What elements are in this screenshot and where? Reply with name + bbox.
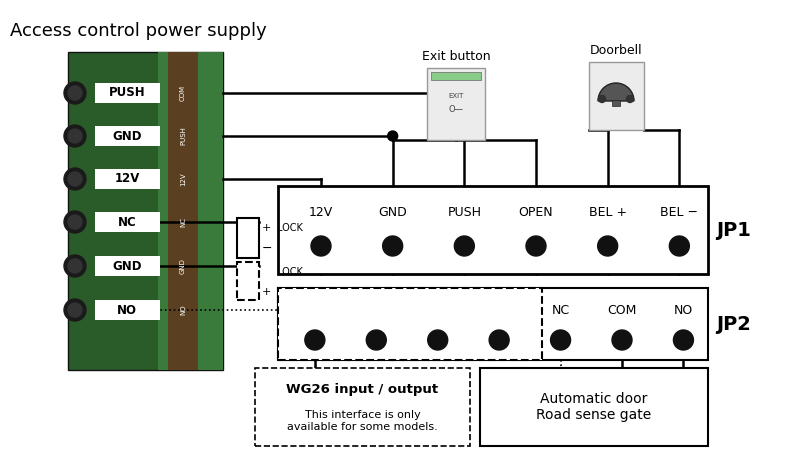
Circle shape bbox=[305, 330, 325, 350]
Circle shape bbox=[382, 236, 402, 256]
Text: +: + bbox=[262, 287, 271, 297]
Circle shape bbox=[388, 131, 398, 141]
Circle shape bbox=[674, 330, 694, 350]
Bar bbox=[480, 368, 708, 446]
Bar bbox=[237, 218, 259, 258]
Text: BEL −: BEL − bbox=[660, 206, 698, 218]
Circle shape bbox=[68, 86, 82, 100]
Text: 12V: 12V bbox=[302, 304, 327, 317]
Circle shape bbox=[64, 255, 86, 277]
Text: Exit button: Exit button bbox=[422, 50, 490, 63]
Text: GND: GND bbox=[362, 304, 390, 317]
Bar bbox=[589, 62, 643, 130]
Text: EXIT: EXIT bbox=[448, 93, 464, 99]
Wedge shape bbox=[598, 83, 634, 101]
Text: PUSH: PUSH bbox=[109, 87, 146, 100]
Circle shape bbox=[68, 172, 82, 186]
Text: D1: D1 bbox=[490, 304, 508, 317]
Text: LOCK: LOCK bbox=[277, 223, 303, 233]
Bar bbox=[95, 126, 160, 146]
Circle shape bbox=[428, 330, 448, 350]
Text: NO: NO bbox=[674, 304, 693, 317]
Bar bbox=[237, 262, 259, 300]
Text: BEL +: BEL + bbox=[589, 206, 626, 218]
Text: NC: NC bbox=[118, 216, 136, 228]
Text: COM: COM bbox=[607, 304, 637, 317]
Bar bbox=[168, 52, 198, 370]
Circle shape bbox=[68, 215, 82, 229]
Text: WG26 input / output: WG26 input / output bbox=[286, 384, 438, 396]
Text: This interface is only
available for some models.: This interface is only available for som… bbox=[287, 410, 438, 432]
Circle shape bbox=[626, 96, 634, 102]
Circle shape bbox=[64, 168, 86, 190]
Text: +: + bbox=[262, 223, 271, 233]
Text: GND: GND bbox=[112, 130, 142, 143]
Text: NC: NC bbox=[551, 304, 570, 317]
Text: Doorbell: Doorbell bbox=[590, 44, 642, 57]
Text: 12V: 12V bbox=[180, 172, 186, 186]
Circle shape bbox=[64, 82, 86, 104]
Bar bbox=[95, 300, 160, 320]
Text: O—: O— bbox=[449, 106, 463, 115]
Circle shape bbox=[598, 96, 606, 102]
Circle shape bbox=[612, 330, 632, 350]
Text: OPEN: OPEN bbox=[518, 206, 554, 218]
Bar bbox=[158, 52, 223, 370]
Text: GND: GND bbox=[112, 260, 142, 273]
Circle shape bbox=[526, 236, 546, 256]
Circle shape bbox=[550, 330, 570, 350]
Text: Automatic door
Road sense gate: Automatic door Road sense gate bbox=[536, 392, 652, 422]
Circle shape bbox=[68, 129, 82, 143]
Text: JP1: JP1 bbox=[716, 221, 751, 240]
Circle shape bbox=[670, 236, 690, 256]
Bar bbox=[278, 288, 542, 360]
Bar bbox=[255, 368, 470, 446]
Circle shape bbox=[64, 211, 86, 233]
Text: LOCK: LOCK bbox=[277, 267, 303, 277]
Text: Access control power supply: Access control power supply bbox=[10, 22, 266, 40]
Text: D0: D0 bbox=[429, 304, 446, 317]
Text: NO: NO bbox=[117, 304, 137, 317]
Text: 12V: 12V bbox=[309, 206, 333, 218]
Text: NC: NC bbox=[180, 217, 186, 227]
Bar bbox=[612, 100, 620, 106]
Circle shape bbox=[64, 125, 86, 147]
Bar bbox=[427, 68, 485, 140]
Circle shape bbox=[64, 299, 86, 321]
Circle shape bbox=[454, 236, 474, 256]
Text: PUSH: PUSH bbox=[180, 126, 186, 145]
Circle shape bbox=[489, 330, 509, 350]
Bar bbox=[95, 169, 160, 189]
Bar bbox=[95, 212, 160, 232]
Circle shape bbox=[598, 236, 618, 256]
Text: JP2: JP2 bbox=[716, 314, 751, 333]
Bar bbox=[95, 83, 160, 103]
Circle shape bbox=[311, 236, 331, 256]
Text: 12V: 12V bbox=[114, 173, 140, 185]
Text: GND: GND bbox=[378, 206, 407, 218]
Text: GND: GND bbox=[180, 258, 186, 274]
Bar bbox=[278, 186, 708, 274]
Text: −: − bbox=[262, 241, 273, 255]
Text: NO: NO bbox=[180, 305, 186, 315]
Bar bbox=[68, 52, 223, 370]
Circle shape bbox=[68, 303, 82, 317]
Bar bbox=[431, 72, 481, 80]
Circle shape bbox=[68, 259, 82, 273]
Bar bbox=[278, 288, 708, 360]
Text: PUSH: PUSH bbox=[447, 206, 482, 218]
Circle shape bbox=[366, 330, 386, 350]
Bar bbox=[95, 256, 160, 276]
Text: COM: COM bbox=[180, 85, 186, 101]
